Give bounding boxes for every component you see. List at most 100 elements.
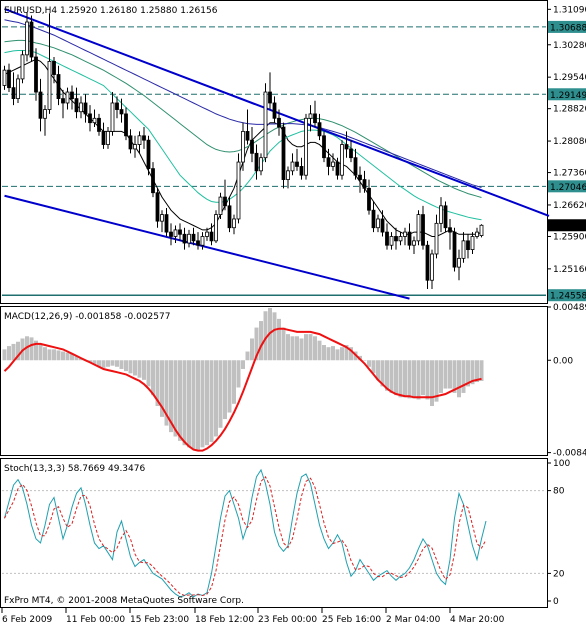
stochastic-tick-label: 80	[553, 487, 565, 497]
candle-body	[394, 236, 398, 242]
candle-body	[272, 102, 277, 119]
macd-bar	[286, 334, 290, 361]
macd-bar	[367, 360, 371, 367]
candle-body	[101, 131, 106, 145]
candle-body	[299, 166, 304, 176]
macd-panel[interactable]: 0.00489 0.00 -0.00848 MACD(12,26,9) -0.001…	[0, 303, 586, 459]
candle-body	[110, 102, 115, 132]
macd-bar	[295, 336, 299, 361]
macd-bar	[340, 347, 344, 361]
moving-average-line	[4, 50, 482, 221]
candle-body	[205, 231, 209, 237]
candle-body	[182, 233, 187, 244]
candle-body	[389, 236, 394, 246]
macd-bar	[412, 360, 416, 399]
candle-body	[461, 240, 466, 259]
price-tick-label: 1.31090	[553, 5, 586, 15]
candle-body	[16, 78, 20, 100]
candle-body	[371, 209, 376, 229]
price-horizontal-levels	[2, 26, 546, 296]
macd-bar	[133, 360, 137, 376]
macd-bar	[169, 360, 173, 433]
macd-bar	[209, 360, 214, 442]
macd-bar	[290, 336, 295, 361]
candle-body	[358, 174, 362, 180]
stochastic-tick-label: 100	[553, 459, 570, 469]
macd-bar	[448, 360, 452, 389]
candle-body	[335, 161, 340, 176]
candle-body	[2, 69, 7, 86]
price-label-box	[548, 20, 586, 33]
candle-body	[331, 161, 335, 167]
candle-body	[286, 170, 290, 180]
macd-bar	[34, 340, 38, 361]
macd-bar	[119, 360, 124, 369]
macd-bar	[317, 340, 322, 361]
macd-bar	[425, 360, 430, 400]
macd-bar	[403, 360, 407, 398]
macd-bar	[263, 311, 268, 361]
candle-body	[313, 113, 317, 124]
candle-body	[128, 135, 133, 150]
macd-bar	[43, 347, 47, 361]
candle-body	[439, 205, 443, 224]
price-label-text: 1.26156	[550, 222, 586, 232]
macd-bar	[254, 327, 259, 361]
candle-body	[92, 117, 97, 124]
price-tick-label: 1.29540	[553, 73, 586, 83]
macd-bar	[173, 360, 178, 437]
macd-bar	[434, 360, 439, 402]
price-panel-title: EURUSD,H4 1.25920 1.26180 1.25880 1.2615…	[4, 6, 218, 16]
candle-body	[133, 144, 137, 150]
macd-bar	[128, 360, 133, 374]
macd-bar	[322, 345, 326, 361]
macd-bar	[227, 360, 232, 413]
macd-bar	[70, 353, 74, 361]
macd-bar	[200, 360, 205, 448]
price-label-text: 1.29149	[550, 91, 586, 101]
macd-bar	[155, 360, 160, 406]
macd-bar	[466, 360, 470, 387]
candle-body	[425, 244, 430, 281]
macd-bar	[191, 360, 196, 450]
candle-body	[11, 87, 16, 100]
candle-body	[245, 131, 250, 141]
macd-bar	[376, 360, 380, 380]
candle-body	[349, 148, 353, 159]
macd-bar	[479, 360, 484, 381]
candle-body	[56, 74, 61, 100]
stochastic-panel[interactable]: 100 80 20 0 Stoch(13,3,3) 58.7669 49.3476 F…	[0, 458, 571, 608]
price-panel[interactable]: 1.31090 1.30280 1.29540 1.28820 1.28080 1.273…	[0, 0, 586, 304]
candle-body	[259, 157, 263, 172]
macd-bar	[223, 360, 227, 420]
candle-body	[187, 233, 191, 244]
candle-body	[434, 222, 439, 255]
macd-bar	[97, 360, 101, 367]
macd-panel-frame	[0, 306, 548, 456]
candle-body	[47, 61, 52, 110]
candle-body	[169, 231, 173, 237]
macd-bar	[47, 349, 52, 361]
macd-bar	[160, 360, 164, 417]
price-label-box	[548, 180, 586, 193]
macd-signal-line	[3, 327, 482, 452]
macd-bar	[16, 341, 20, 361]
candle-body	[227, 205, 232, 229]
stochastic-axis: 100 80 20 0	[547, 459, 570, 607]
candle-body	[155, 192, 160, 222]
candle-body	[196, 240, 200, 246]
macd-bar	[178, 360, 182, 441]
candle-body	[200, 236, 205, 246]
candle-body	[38, 91, 43, 119]
candle-body	[362, 179, 367, 189]
macd-bar	[124, 360, 128, 372]
macd-bar	[421, 360, 425, 396]
macd-bar	[11, 343, 16, 361]
macd-bar	[214, 360, 218, 437]
time-axis: 6 Feb 2009 11 Feb 00:00 15 Feb 23:00 18 Feb…	[1, 608, 505, 625]
candle-body	[277, 117, 281, 128]
candle-body	[254, 152, 259, 172]
candle-body	[353, 157, 358, 176]
macd-bar	[313, 336, 317, 361]
